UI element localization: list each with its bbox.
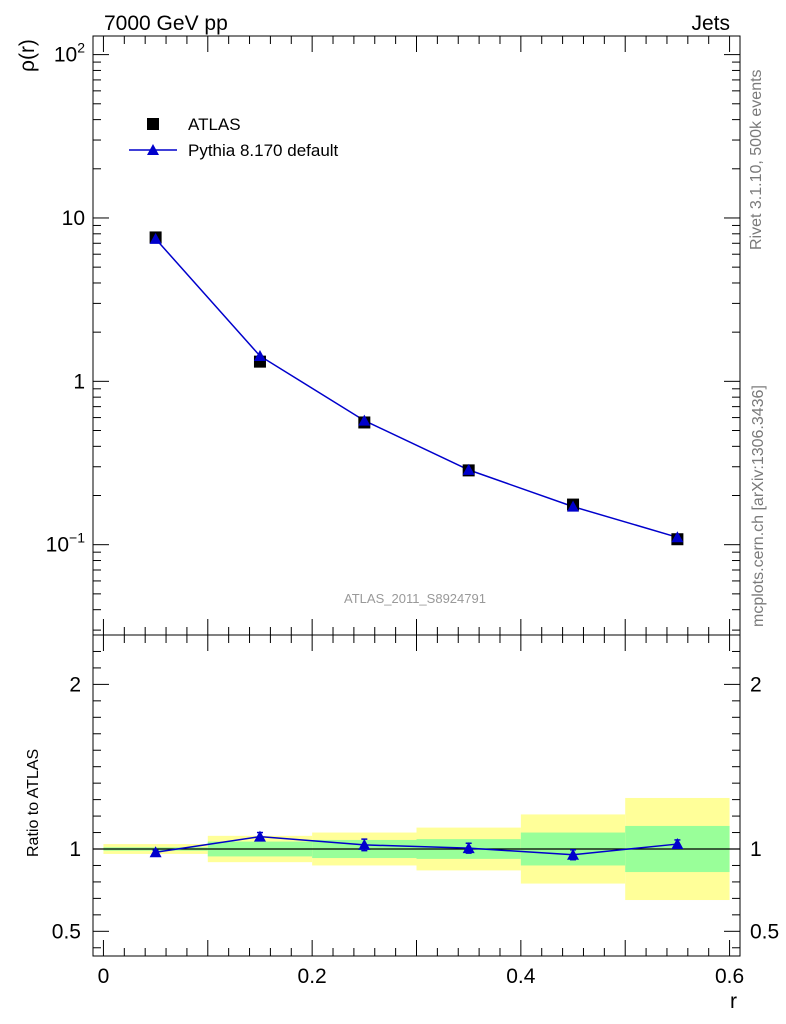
ratio-y-tick-label-left: 0.5	[52, 920, 81, 943]
legend-pythia-label: Pythia 8.170 default	[188, 141, 339, 160]
pythia-point	[671, 531, 684, 543]
pythia-point	[253, 349, 266, 361]
pythia-line	[155, 238, 678, 539]
ratio-pythia-point	[149, 846, 162, 858]
legend-atlas-label: ATLAS	[188, 115, 241, 134]
legend-pythia-marker	[147, 144, 159, 155]
y-tick-label: 10−1	[46, 530, 86, 557]
ratio-y-tick-label-left: 1	[69, 838, 81, 861]
pythia-point	[149, 232, 162, 244]
y-tick-label: 1	[73, 370, 85, 393]
ratio-y-tick-label-right: 0.5	[750, 920, 779, 943]
y-tick-label-base: 10	[54, 44, 77, 67]
main-ylabel: ρ(r)	[16, 39, 39, 72]
pythia-point	[462, 463, 475, 475]
main-series-layer	[149, 231, 684, 546]
ratio-xlabel: r	[730, 990, 737, 1013]
y-tick-label: 102	[54, 40, 85, 67]
ratio-pythia-point	[671, 838, 684, 850]
pythia-point	[358, 414, 371, 426]
analysis-tag: ATLAS_2011_S8924791	[344, 591, 486, 606]
ratio-x-tick-label: 0	[98, 965, 110, 988]
ratio-ylabel: Ratio to ATLAS	[25, 749, 42, 857]
y-tick-label-exponent: −1	[69, 530, 85, 546]
ratio-series-layer	[149, 830, 684, 861]
y-tick-label-base: 10	[46, 534, 69, 557]
ratio-x-tick-label: 0.4	[506, 965, 536, 988]
header-left: 7000 GeV pp	[104, 12, 228, 35]
ratio-pythia-point	[567, 848, 580, 860]
ratio-pythia-point	[462, 842, 475, 854]
ratio-pythia-line	[155, 835, 678, 856]
ratio-axis-ticks: 0.5 0.5 1 1 2 2 0 0.2 0.4 0.6	[52, 635, 779, 988]
ratio-x-tick-label: 0.2	[298, 965, 327, 988]
ratio-bands	[92, 634, 741, 957]
header-right: Jets	[691, 12, 730, 35]
legend-atlas-marker	[147, 118, 159, 130]
ratio-y-tick-label-right: 2	[750, 673, 762, 696]
ratio-pythia-point	[358, 838, 371, 850]
ratio-pythia-point	[253, 830, 266, 842]
pythia-point	[567, 500, 580, 512]
rivet-label: Rivet 3.1.10, 500k events	[748, 69, 765, 250]
y-tick-label-exponent: 2	[77, 40, 85, 56]
source-label: mcplots.cern.ch [arXiv:1306.3436]	[750, 385, 767, 627]
ratio-frame	[92, 634, 741, 957]
ratio-y-tick-label-right: 1	[750, 838, 762, 861]
ratio-x-tick-label: 0.6	[715, 965, 744, 988]
ratio-y-tick-label-left: 2	[69, 673, 81, 696]
ratio-panel: 0.5 0.5 1 1 2 2 0 0.2 0.4 0.6 Ratio to ATLAS r	[25, 634, 779, 1013]
y-tick-label-base: 1	[73, 370, 85, 393]
y-tick-label: 10	[62, 207, 85, 230]
y-tick-label-base: 10	[62, 207, 85, 230]
legend: ATLAS Pythia 8.170 default	[129, 115, 339, 160]
